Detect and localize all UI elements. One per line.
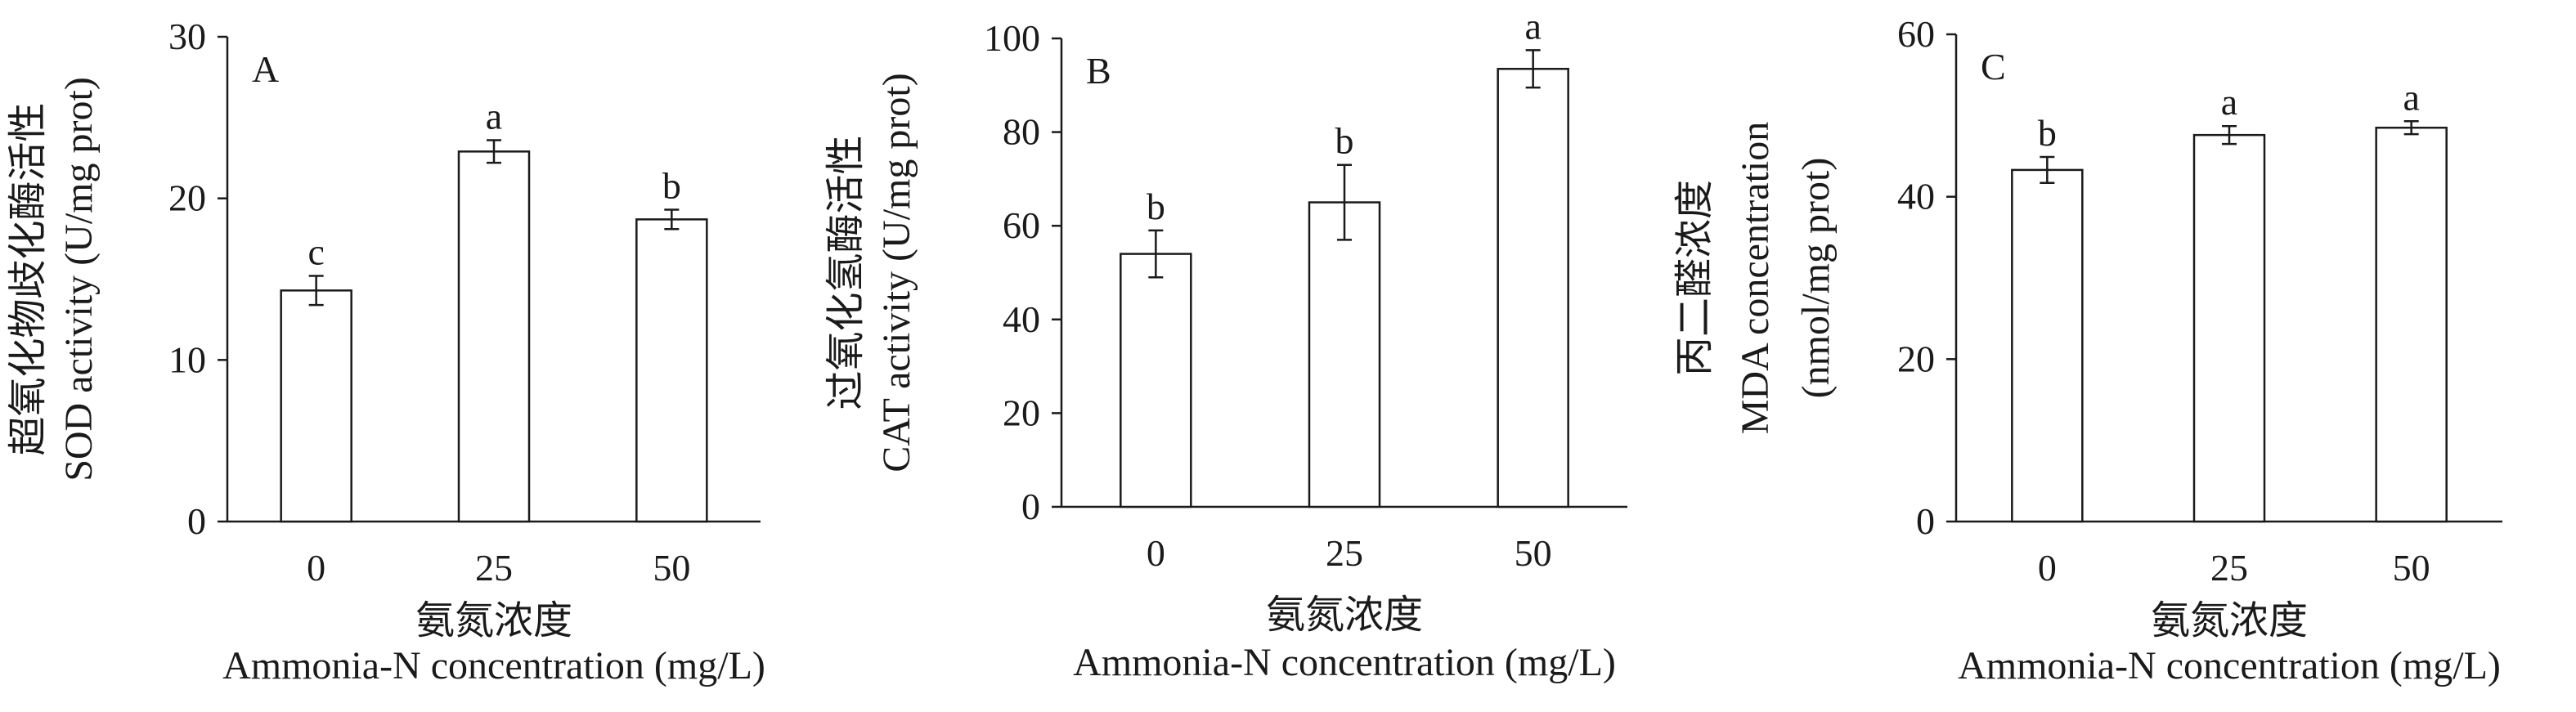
x-axis-title: Ammonia-N concentration (mg/L) bbox=[222, 644, 765, 687]
y-tick-label: 0 bbox=[1021, 486, 1040, 527]
y-tick-label: 60 bbox=[1897, 13, 1935, 55]
bar bbox=[2375, 126, 2448, 523]
y-axis-title: (nmol/mg prot) bbox=[1794, 158, 1838, 399]
significance-label: a bbox=[486, 96, 502, 137]
y-tick-label: 60 bbox=[1003, 204, 1040, 246]
bar bbox=[457, 150, 531, 523]
y-tick-label: 0 bbox=[187, 500, 206, 542]
significance-label: b bbox=[662, 165, 681, 207]
panel-label: B bbox=[1086, 50, 1111, 92]
significance-label: a bbox=[2403, 76, 2419, 118]
y-axis-title: MDA concentration bbox=[1734, 122, 1777, 435]
x-axis-title: 氨氮浓度 bbox=[2151, 599, 2308, 643]
bar bbox=[1308, 201, 1381, 508]
significance-label: b bbox=[1147, 186, 1165, 227]
significance-label: b bbox=[1335, 120, 1354, 162]
panel-label: C bbox=[1981, 46, 2006, 87]
panel-label: A bbox=[252, 48, 279, 90]
y-tick-label: 20 bbox=[1897, 338, 1935, 379]
bar bbox=[1120, 253, 1192, 508]
x-axis-title: 氨氮浓度 bbox=[1266, 593, 1423, 637]
y-tick-label: 30 bbox=[168, 16, 206, 57]
y-axis-title: 丙二醛浓度 bbox=[1673, 180, 1717, 376]
x-tick-label: 25 bbox=[1326, 532, 1363, 574]
y-tick-label: 80 bbox=[1003, 111, 1040, 153]
significance-label: c bbox=[307, 231, 324, 273]
bar bbox=[280, 289, 352, 523]
x-axis-title: 氨氮浓度 bbox=[415, 599, 572, 643]
y-tick-label: 40 bbox=[1897, 176, 1935, 217]
x-tick-label: 50 bbox=[2393, 547, 2430, 589]
bar bbox=[1497, 67, 1569, 508]
x-tick-label: 0 bbox=[2038, 547, 2057, 589]
y-tick-label: 100 bbox=[984, 17, 1040, 59]
x-tick-label: 50 bbox=[1515, 532, 1552, 574]
significance-label: a bbox=[2221, 81, 2237, 123]
y-tick-label: 40 bbox=[1003, 298, 1040, 340]
y-tick-label: 10 bbox=[168, 338, 206, 380]
x-axis-title: Ammonia-N concentration (mg/L) bbox=[1958, 644, 2501, 687]
significance-label: b bbox=[2038, 112, 2057, 154]
y-tick-label: 20 bbox=[1003, 392, 1040, 433]
y-tick-label: 20 bbox=[168, 177, 206, 219]
bar bbox=[2011, 168, 2084, 523]
bar bbox=[2192, 133, 2266, 523]
bar bbox=[635, 218, 708, 523]
y-tick-label: 0 bbox=[1916, 500, 1935, 542]
significance-label: a bbox=[1524, 5, 1541, 47]
x-axis-title: Ammonia-N concentration (mg/L) bbox=[1073, 641, 1616, 684]
y-axis-title: 超氧化物歧化酶活性 bbox=[7, 102, 50, 455]
x-tick-label: 25 bbox=[2210, 547, 2248, 589]
y-axis-title: 过氧化氢酶活性 bbox=[824, 135, 868, 410]
y-axis-title: CAT activity (U/mg prot) bbox=[875, 73, 918, 472]
x-tick-label: 25 bbox=[475, 547, 513, 589]
x-tick-label: 50 bbox=[653, 547, 690, 589]
x-tick-label: 0 bbox=[307, 547, 325, 589]
y-axis-title: SOD activity (U/mg prot) bbox=[57, 77, 101, 481]
x-tick-label: 0 bbox=[1147, 532, 1165, 574]
